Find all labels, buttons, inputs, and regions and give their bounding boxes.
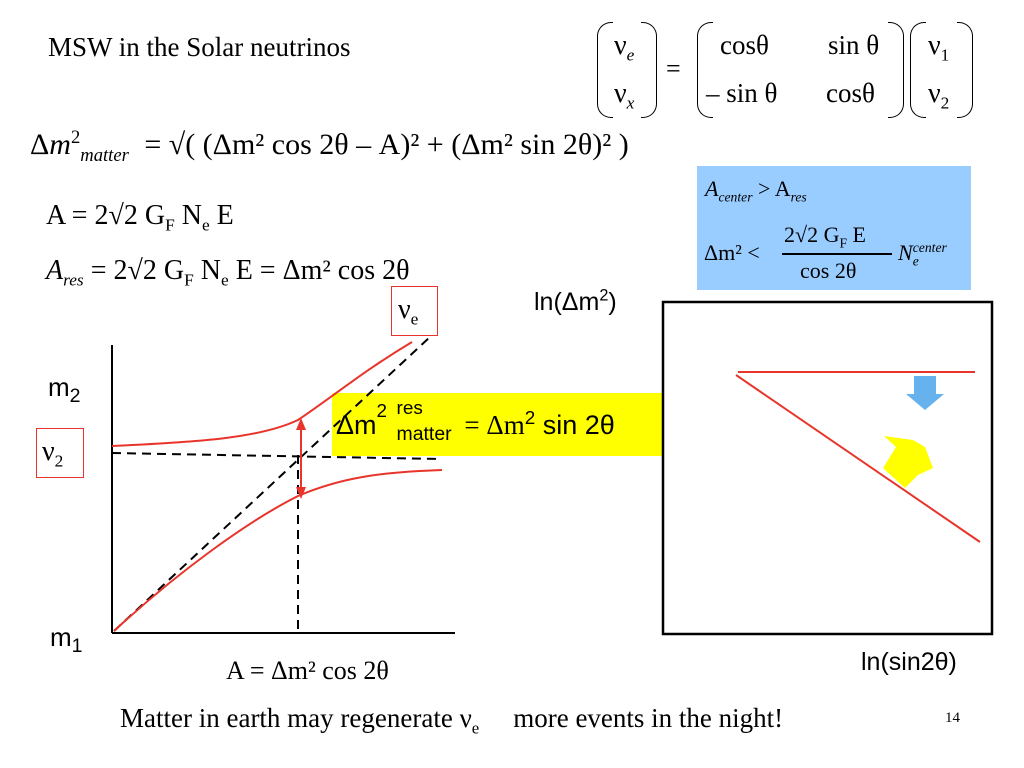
condition-fraction-denominator: cos 2θ (800, 258, 857, 283)
right-plot-frame (661, 300, 994, 636)
dashed-horizontal (111, 452, 441, 460)
upper-mass-curve (111, 341, 413, 447)
condition-box (697, 166, 971, 290)
matrix-12: sin θ (828, 30, 880, 60)
resonance-box (332, 393, 664, 456)
matrix-21: – sin θ (706, 78, 778, 108)
gap-arrow-head-up (296, 418, 306, 430)
up-arrow-icon (883, 436, 933, 488)
matrix-11: cosθ (720, 30, 769, 60)
condition-line-2-lhs: Δm² < (704, 240, 760, 265)
nu-x: νx (614, 78, 635, 113)
resonance-equation: Δm 2 res matter = Δm2 sin 2θ (336, 398, 615, 446)
lower-mass-curve (113, 469, 443, 632)
a-definition: A = 2√2 GF Ne E (46, 200, 234, 235)
condition-fraction-bar (782, 253, 892, 255)
nu2-box (36, 428, 84, 478)
nue-box (391, 286, 438, 336)
matter-mass-equation: Δm2matter = √( (Δm² cos 2θ – A)² + (Δm² … (30, 127, 629, 166)
slide-title: MSW in the Solar neutrinos (48, 32, 351, 62)
footer-text: Matter in earth may regenerate νe more ev… (120, 703, 784, 738)
m1-label: m1 (50, 622, 83, 658)
nu2-label: ν2 (42, 436, 64, 471)
down-arrow-icon (906, 376, 944, 410)
nu-1: ν1 (928, 30, 950, 65)
gap-arrow-head-down (296, 487, 306, 499)
nu-e: νe (614, 30, 635, 65)
nue-label: νe (398, 294, 419, 329)
m2-label: m2 (48, 372, 81, 408)
diagonal-bound (735, 374, 981, 543)
nu-2: ν2 (928, 78, 950, 113)
page-number: 14 (945, 710, 960, 726)
a-res-equation: Ares = 2√2 GF Ne E = Δm² cos 2θ (46, 255, 410, 290)
right-y-label: ln(Δm2) (534, 286, 617, 316)
equals-sign: = (666, 54, 681, 83)
condition-fraction-numerator: 2√2 GF E (784, 222, 866, 251)
dashed-diagonal (113, 336, 431, 632)
right-x-label: ln(sin2θ) (861, 648, 957, 676)
condition-line-1: Acenter > Ares (705, 176, 807, 205)
matrix-22: cosθ (826, 78, 875, 108)
condition-ne-center: Necenter (898, 239, 947, 269)
x-axis-caption: A = Δm² cos 2θ (226, 656, 389, 685)
